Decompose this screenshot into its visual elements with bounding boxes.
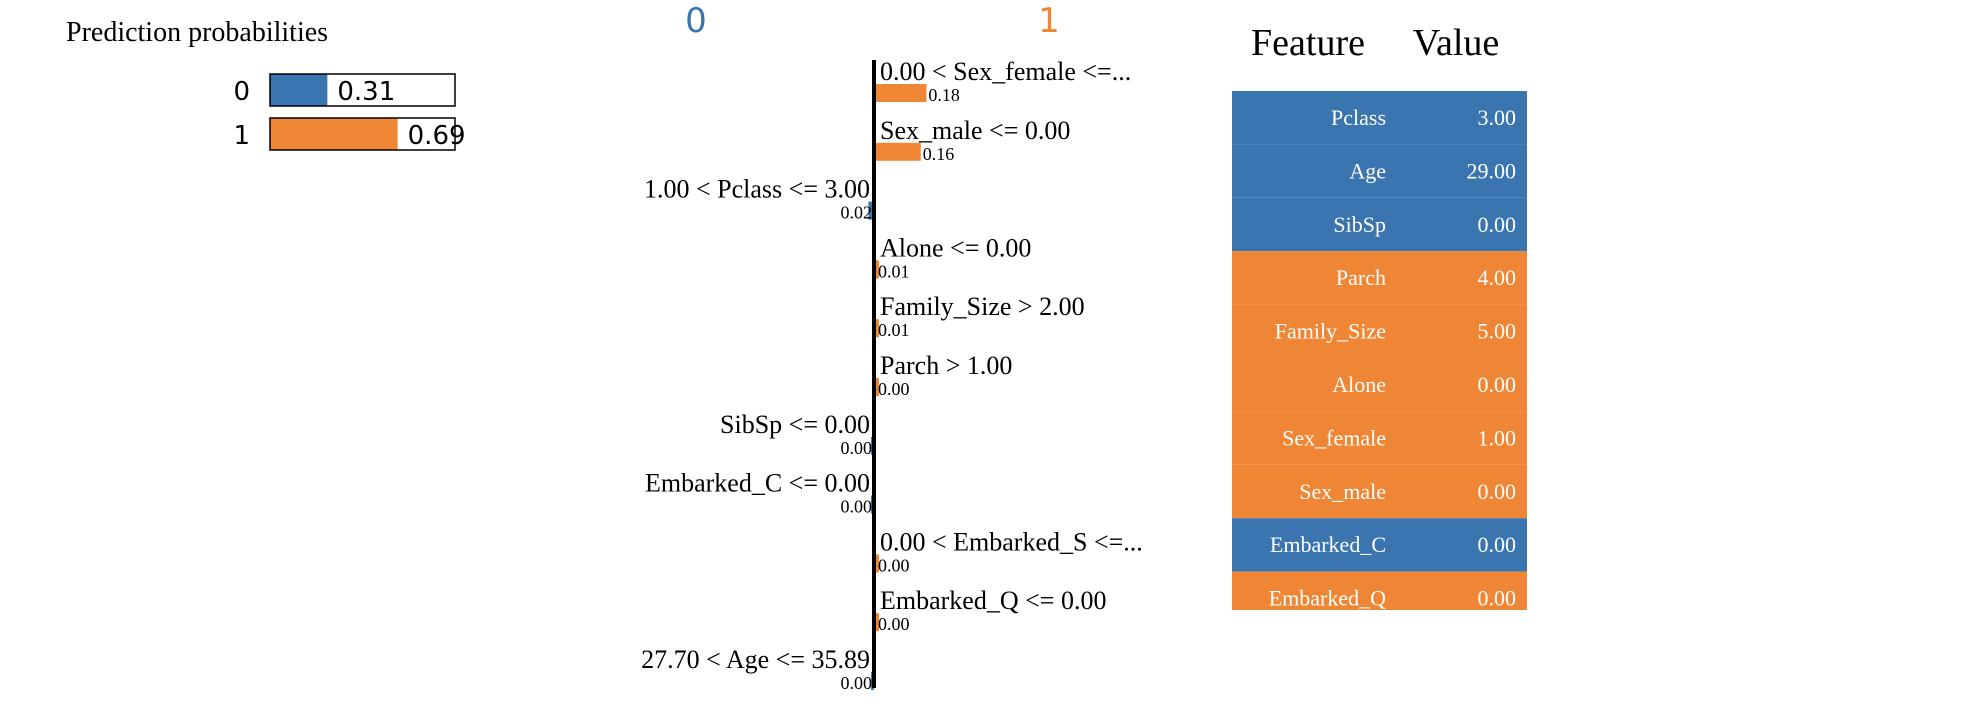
- feature-weight-label: 0.00: [878, 379, 910, 399]
- table-row-background: [1232, 304, 1527, 358]
- feature-weight-bar: [876, 319, 879, 338]
- feature-weight-bar: [876, 260, 879, 279]
- feature-rule-label: 0.00 < Embarked_S <=...: [880, 527, 1143, 556]
- table-cell-value: 29.00: [1467, 158, 1517, 183]
- table-row-background: [1232, 571, 1527, 610]
- feature-rule-label: Alone <= 0.00: [880, 233, 1031, 262]
- table-cell-value: 3.00: [1478, 105, 1517, 130]
- table-row-background: [1232, 358, 1527, 412]
- feature-weight-bar: [868, 201, 874, 220]
- table-cell-feature: Age: [1349, 158, 1386, 183]
- class-label-negative: 0: [685, 1, 707, 41]
- feature-weight-label: 0.01: [878, 320, 910, 340]
- table-cell-value: 0.00: [1478, 532, 1517, 557]
- table-cell-value: 0.00: [1478, 372, 1517, 397]
- table-cell-value: 0.00: [1478, 212, 1517, 237]
- feature-rule-label: 27.70 < Age <= 35.89: [641, 645, 870, 674]
- probability-bar-frame: [269, 73, 456, 107]
- table-header-value: Value: [1413, 22, 1500, 64]
- table-cell-feature: SibSp: [1333, 212, 1386, 237]
- probability-bars: 0 0.31 1 0.69: [233, 73, 466, 151]
- probability-bar-fill: [270, 118, 398, 150]
- probability-class-label: 0: [233, 77, 250, 107]
- table-cell-feature: Embarked_Q: [1269, 586, 1386, 611]
- table-cell-feature: Pclass: [1331, 105, 1386, 130]
- table-cell-feature: Alone: [1332, 372, 1386, 397]
- table-cell-value: 4.00: [1478, 265, 1517, 290]
- table-row-background: [1232, 518, 1527, 572]
- feature-rule-label: Sex_male <= 0.00: [880, 116, 1070, 145]
- feature-weight-label: 0.16: [923, 144, 955, 164]
- class-label-positive: 1: [1038, 1, 1060, 41]
- prediction-probabilities-title: Prediction probabilities: [66, 17, 328, 48]
- table-cell-value: 5.00: [1478, 319, 1517, 344]
- feature-weight-label: 0.18: [928, 85, 960, 105]
- table-cell-value: 0.00: [1478, 479, 1517, 504]
- feature-rule-label: Parch > 1.00: [880, 351, 1012, 380]
- feature-rule-label: 1.00 < Pclass <= 3.00: [644, 175, 870, 204]
- table-cell-value: 0.00: [1478, 586, 1517, 611]
- table-cell-feature: Sex_male: [1299, 479, 1386, 504]
- feature-rule-label: Embarked_Q <= 0.00: [880, 586, 1106, 615]
- feature-weight-label: 0.00: [841, 497, 873, 517]
- feature-weight-label: 0.01: [878, 261, 910, 281]
- table-header-feature: Feature: [1251, 22, 1365, 64]
- feature-rule-label: SibSp <= 0.00: [720, 410, 870, 439]
- table-row-background: [1232, 144, 1527, 198]
- feature-contributions-panel: 0 1 0.00 < Sex_female <=...0.18 Sex_male …: [641, 1, 1143, 693]
- feature-value-table: Feature Value Pclass 3.00 Age 29.00 SibSp 0.0…: [1232, 22, 1527, 611]
- feature-rule-label: Embarked_C <= 0.00: [645, 469, 870, 498]
- probability-value-label: 0.31: [337, 77, 395, 107]
- probability-value-label: 0.69: [408, 121, 466, 151]
- table-row-background: [1232, 197, 1527, 252]
- probability-class-label: 1: [233, 121, 250, 151]
- table-row-background: [1232, 411, 1527, 465]
- table-row-background: [1232, 251, 1527, 305]
- table-cell-feature: Family_Size: [1275, 319, 1386, 344]
- feature-weight-bar: [876, 84, 927, 102]
- feature-bars: 0.00 < Sex_female <=...0.18 Sex_male <= 0…: [641, 57, 1143, 693]
- feature-weight-bar: [876, 378, 879, 396]
- table-cell-feature: Parch: [1336, 265, 1386, 290]
- feature-weight-label: 0.02: [841, 203, 873, 223]
- table-row-background: [1232, 91, 1527, 145]
- table-rows: Pclass 3.00 Age 29.00 SibSp 0.00 Parch 4.00 Fami…: [1232, 91, 1527, 611]
- table-cell-feature: Sex_female: [1282, 425, 1386, 450]
- feature-weight-label: 0.00: [841, 438, 873, 458]
- feature-weight-bar: [876, 142, 921, 161]
- feature-weight-bar: [876, 613, 879, 632]
- feature-rule-label: 0.00 < Sex_female <=...: [880, 57, 1131, 86]
- feature-weight-label: 0.00: [841, 673, 873, 693]
- feature-weight-bar: [876, 554, 879, 573]
- table-row-background: [1232, 464, 1527, 519]
- prediction-probabilities-panel: Prediction probabilities 0 0.31 1 0.69: [66, 17, 466, 151]
- probability-bar-fill: [270, 74, 328, 106]
- feature-rule-label: Family_Size > 2.00: [880, 292, 1085, 321]
- feature-weight-label: 0.00: [878, 614, 910, 634]
- table-cell-feature: Embarked_C: [1270, 532, 1386, 557]
- feature-weight-label: 0.00: [878, 555, 910, 575]
- table-cell-value: 1.00: [1478, 425, 1517, 450]
- probability-bar-frame: [269, 117, 456, 151]
